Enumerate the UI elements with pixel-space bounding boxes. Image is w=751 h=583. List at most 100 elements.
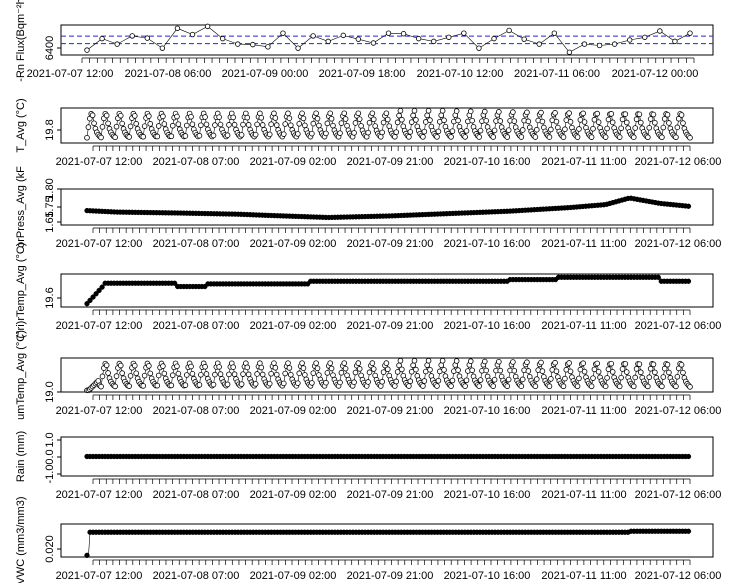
- data-point: [89, 112, 96, 119]
- data-point: [105, 370, 111, 376]
- data-point: [146, 113, 152, 119]
- data-point: [618, 374, 624, 381]
- data-point: [224, 381, 231, 388]
- x-tick-label: 2021-07-11 11:00: [541, 156, 626, 168]
- data-point: [518, 134, 525, 140]
- data-point: [385, 30, 392, 36]
- data-point: [591, 366, 598, 373]
- data-point: [295, 380, 301, 386]
- data-point: [96, 287, 102, 294]
- data-point: [140, 133, 147, 140]
- data-point: [655, 274, 661, 280]
- data-point: [618, 125, 624, 132]
- data-point: [645, 383, 651, 390]
- data-point: [623, 369, 630, 375]
- data-point: [616, 134, 623, 140]
- data-point: [196, 382, 203, 388]
- data-point: [411, 357, 418, 364]
- data-point: [244, 364, 251, 371]
- data-point: [113, 373, 120, 379]
- y-axis-label: Rain (mm): [15, 431, 27, 482]
- data-point: [410, 112, 416, 119]
- data-point: [91, 120, 97, 127]
- data-point: [588, 134, 595, 140]
- data-point: [623, 119, 630, 126]
- data-point: [666, 369, 672, 376]
- data-point: [596, 42, 603, 49]
- y-axis-label: (°ri)rTemp_Avg (°C): [15, 243, 27, 339]
- data-point: [425, 357, 432, 364]
- data-point: [154, 133, 161, 140]
- x-tick-label: 2021-07-09 02:00: [250, 320, 337, 332]
- data-point: [536, 41, 542, 47]
- y-tick-label: 0.0: [44, 449, 56, 464]
- data-point: [627, 37, 633, 43]
- data-point: [636, 111, 643, 118]
- data-point: [324, 370, 331, 376]
- data-point: [469, 367, 475, 374]
- y-tick-label: -1.0: [44, 465, 56, 484]
- data-point: [127, 123, 134, 130]
- data-point: [567, 368, 574, 375]
- data-point: [366, 369, 373, 376]
- data-point: [95, 378, 102, 384]
- x-tick-label: 2021-07-09 21:00: [347, 570, 434, 582]
- data-point: [147, 121, 154, 127]
- x-tick-label: 2021-07-07 12:00: [27, 68, 114, 80]
- data-point: [393, 129, 400, 135]
- data-point: [497, 118, 504, 124]
- data-point: [210, 381, 217, 388]
- data-point: [439, 357, 446, 364]
- data-point: [337, 379, 343, 386]
- data-point: [632, 125, 638, 131]
- data-point: [117, 112, 124, 119]
- data-point: [687, 134, 693, 141]
- data-point: [316, 372, 322, 378]
- data-point: [590, 125, 596, 132]
- data-point: [161, 121, 168, 127]
- data-point: [397, 357, 404, 364]
- data-point: [258, 364, 265, 371]
- data-point: [505, 376, 512, 383]
- data-point: [660, 374, 667, 380]
- data-point: [383, 110, 390, 117]
- data-point: [525, 368, 532, 374]
- data-point: [327, 110, 333, 117]
- data-point: [491, 35, 497, 42]
- data-point: [566, 49, 573, 55]
- data-point: [622, 361, 629, 367]
- data-point: [393, 378, 400, 385]
- data-point: [245, 122, 252, 128]
- data-point: [272, 364, 279, 371]
- data-point: [302, 372, 308, 378]
- data-point: [525, 118, 532, 125]
- data-point: [188, 363, 194, 370]
- data-point: [504, 134, 511, 140]
- data-point: [685, 203, 692, 209]
- data-point: [449, 128, 456, 134]
- data-point: [351, 130, 357, 136]
- data-point: [619, 366, 626, 372]
- data-point: [103, 112, 110, 119]
- data-point: [673, 383, 679, 390]
- data-point: [392, 134, 398, 140]
- data-point: [341, 360, 348, 366]
- data-point: [383, 360, 390, 366]
- data-point: [84, 134, 90, 141]
- data-point: [411, 108, 418, 114]
- data-point: [113, 123, 120, 130]
- data-point: [659, 383, 665, 390]
- data-point: [490, 134, 497, 140]
- data-point: [645, 134, 651, 141]
- data-point: [268, 121, 274, 128]
- data-point: [310, 33, 316, 39]
- data-point: [574, 134, 581, 140]
- data-point: [532, 134, 539, 140]
- data-point: [595, 368, 602, 375]
- x-tick-label: 2021-07-09 18:00: [319, 68, 406, 80]
- data-point: [85, 124, 92, 130]
- data-point: [259, 371, 266, 378]
- panel-1: -Rn Flux(Bqm⁻²h 6400 2021-07-07 12:00 2021-…: [15, 0, 714, 82]
- data-point: [258, 115, 265, 121]
- x-tick-label: 2021-07-10 12:00: [417, 68, 504, 80]
